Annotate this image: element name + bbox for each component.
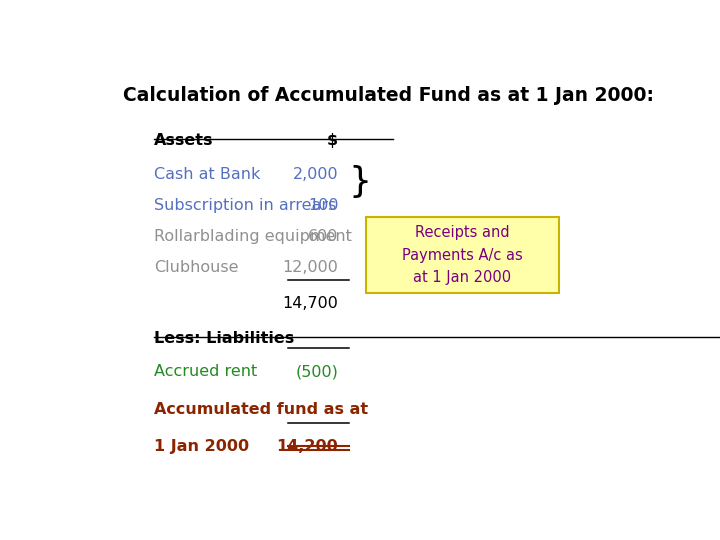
Text: Calculation of Accumulated Fund as at 1 Jan 2000:: Calculation of Accumulated Fund as at 1 … — [124, 85, 654, 105]
Text: Less: Liabilities: Less: Liabilities — [154, 331, 294, 346]
Text: Rollarblading equipment: Rollarblading equipment — [154, 229, 352, 244]
Text: 1 Jan 2000: 1 Jan 2000 — [154, 439, 249, 454]
Text: Accumulated fund as at: Accumulated fund as at — [154, 402, 369, 416]
Text: Assets: Assets — [154, 133, 214, 148]
Text: Accrued rent: Accrued rent — [154, 364, 258, 379]
Text: $: $ — [327, 133, 338, 148]
Text: 12,000: 12,000 — [282, 260, 338, 275]
Text: (500): (500) — [295, 364, 338, 379]
Text: 14,700: 14,700 — [282, 295, 338, 310]
Text: 2,000: 2,000 — [293, 167, 338, 181]
Text: Subscription in arrears: Subscription in arrears — [154, 198, 336, 213]
Text: 14,200: 14,200 — [276, 439, 338, 454]
Text: 600: 600 — [308, 229, 338, 244]
Text: 100: 100 — [308, 198, 338, 213]
Text: Receipts and
Payments A/c as
at 1 Jan 2000: Receipts and Payments A/c as at 1 Jan 20… — [402, 225, 523, 285]
FancyBboxPatch shape — [366, 217, 559, 294]
Text: Clubhouse: Clubhouse — [154, 260, 238, 275]
Text: }: } — [348, 165, 372, 199]
Text: Cash at Bank: Cash at Bank — [154, 167, 261, 181]
